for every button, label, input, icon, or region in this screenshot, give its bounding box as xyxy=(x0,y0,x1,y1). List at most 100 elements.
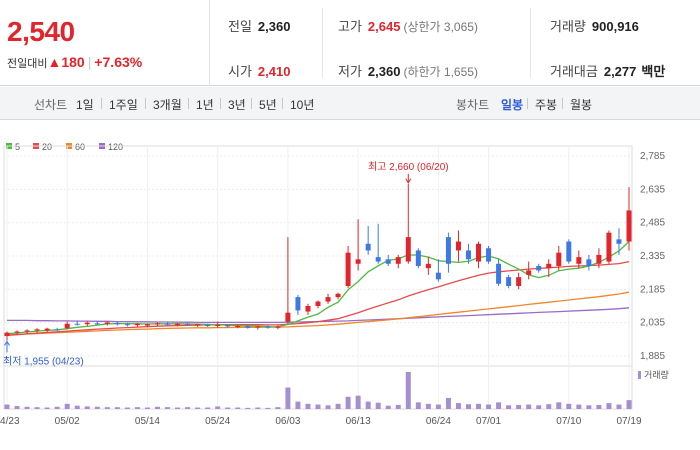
volume-bar xyxy=(405,372,411,409)
period-3m[interactable]: 3개월 xyxy=(153,98,182,112)
candle xyxy=(415,248,421,269)
toolbar-divider xyxy=(282,98,283,109)
volume-bar xyxy=(235,407,241,409)
high-arrowhead-icon xyxy=(405,178,412,184)
candle-body xyxy=(536,266,542,271)
current-price: 2,540 xyxy=(7,16,75,47)
volume-bar xyxy=(425,403,431,409)
candle xyxy=(225,324,231,328)
candle-body xyxy=(114,322,120,325)
volume-bar xyxy=(14,406,20,409)
candle-daily[interactable]: 일봉 xyxy=(501,98,524,112)
candle-body xyxy=(435,272,441,280)
candle-monthly[interactable]: 월봉 xyxy=(570,98,593,112)
candle xyxy=(566,239,572,264)
volume-bar xyxy=(596,404,602,409)
stat-open: 시가 2,410 xyxy=(228,61,290,80)
candle xyxy=(435,259,441,282)
volume-bar xyxy=(74,405,80,409)
toolbar-divider xyxy=(527,98,528,109)
volume-bar xyxy=(215,406,221,409)
candle xyxy=(144,323,150,328)
candle xyxy=(134,323,140,327)
period-3y[interactable]: 3년 xyxy=(228,98,246,112)
y-tick-label: 2,335 xyxy=(640,251,665,262)
candle xyxy=(546,259,552,278)
volume-bar xyxy=(44,407,50,409)
candle-body xyxy=(445,237,451,264)
candle xyxy=(586,254,592,271)
stat-value: 900,916 xyxy=(591,19,639,34)
candle-body xyxy=(124,324,130,326)
candle-body xyxy=(34,329,40,331)
chart-canvas[interactable]: 5 20 60 120 2,785 2,635 2,485 2,335 2,185 2,035 1… xyxy=(0,121,700,450)
candle xyxy=(265,325,271,329)
stat-value: 2,645 xyxy=(367,19,401,34)
candle xyxy=(425,257,431,275)
up-arrow-icon: ▲ xyxy=(47,54,62,70)
candle xyxy=(54,327,60,331)
candle-weekly[interactable]: 주봉 xyxy=(535,98,558,112)
volume-bar xyxy=(566,403,572,409)
volume-bar xyxy=(165,407,171,409)
period-5y[interactable]: 5년 xyxy=(259,98,277,112)
candle-body xyxy=(104,322,110,324)
candle-body xyxy=(415,250,421,266)
volume-legend-swatch xyxy=(638,371,641,379)
candle xyxy=(476,241,482,269)
stat-label: 전일 xyxy=(228,19,252,34)
volume-bar xyxy=(586,405,592,409)
candle xyxy=(325,293,331,304)
candle-body xyxy=(74,323,80,325)
quote-header: 2,540 전일대비▲180 | +7.63% 전일 2,360 시가 2,410 고가… xyxy=(0,0,700,86)
candle-body xyxy=(526,270,532,275)
candle xyxy=(556,246,562,271)
legend-label: 20 xyxy=(42,142,52,152)
change-row: 전일대비▲180 | +7.63% xyxy=(7,54,142,71)
candle-body xyxy=(235,326,241,327)
stat-value: 2,360 xyxy=(367,64,401,79)
period-1w[interactable]: 1주일 xyxy=(109,98,138,112)
volume-bar xyxy=(114,407,120,409)
candle xyxy=(74,320,80,326)
candle-body xyxy=(24,330,30,332)
volume-bar xyxy=(4,404,10,409)
volume-bar xyxy=(54,406,60,409)
candle xyxy=(255,326,261,330)
volume-bar xyxy=(506,405,512,409)
candle-body xyxy=(335,293,341,298)
volume-bar xyxy=(375,402,381,409)
legend-label: 120 xyxy=(108,142,123,152)
candle-body xyxy=(516,277,522,286)
stat-amount: 거래대금 2,277 백만 xyxy=(550,61,665,80)
x-tick-label: 07/01 xyxy=(476,416,501,427)
stock-chart[interactable]: 5 20 60 120 2,785 2,635 2,485 2,335 2,185 2,035 1… xyxy=(0,121,700,450)
high-annotation: 최고 2,660 (06/20) xyxy=(368,161,449,173)
candle xyxy=(626,187,632,251)
candle-body xyxy=(365,243,371,251)
stat-divider xyxy=(322,8,323,78)
toolbar-divider xyxy=(562,98,563,109)
candle xyxy=(616,228,622,255)
period-toolbar: 선차트 1일 1주일 3개월 1년 3년 5년 10년 봉차트 일봉 주봉 월봉 xyxy=(0,87,700,120)
stat-label: 고가 xyxy=(338,19,362,34)
stat-value: 2,410 xyxy=(257,64,291,79)
low-arrowhead-icon xyxy=(4,340,10,346)
volume-bar xyxy=(144,407,150,409)
period-1y[interactable]: 1년 xyxy=(196,98,214,112)
candle-body xyxy=(596,254,602,264)
volume-bar xyxy=(225,407,231,409)
ma-line-5 xyxy=(6,241,630,335)
candle-body xyxy=(215,324,221,326)
candle xyxy=(4,331,10,341)
ma-line-60 xyxy=(6,291,630,336)
candle-body xyxy=(54,329,60,331)
volume-bar xyxy=(195,407,201,409)
period-1d[interactable]: 1일 xyxy=(76,98,94,112)
period-10y[interactable]: 10년 xyxy=(290,98,315,112)
lower-limit: (하한가 1,655) xyxy=(403,65,478,79)
change-value: 180 xyxy=(61,54,85,70)
stat-value: 2,360 xyxy=(257,19,291,34)
x-tick-label: 06/03 xyxy=(275,416,300,427)
volume-bar xyxy=(536,405,542,409)
